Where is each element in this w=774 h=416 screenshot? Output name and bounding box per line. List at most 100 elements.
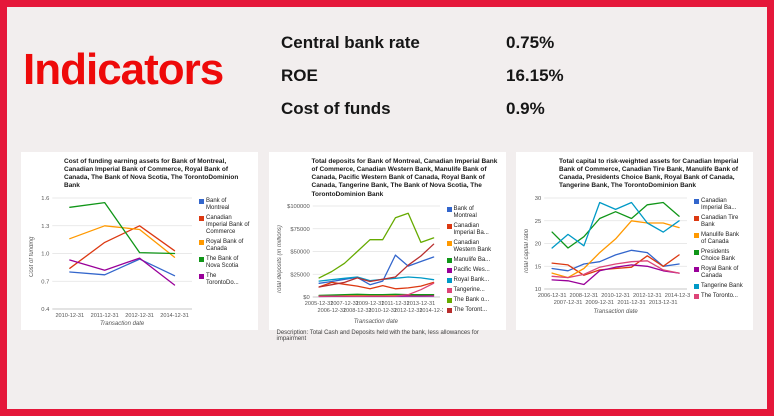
- series-line[interactable]: [551, 263, 680, 285]
- series-line[interactable]: [317, 254, 434, 285]
- legend-label: The Bank of Nova Scotia: [206, 256, 239, 270]
- series-line[interactable]: [69, 256, 176, 286]
- legend-item[interactable]: Canadian Imperial Ba...: [446, 222, 498, 237]
- legend-item[interactable]: Tangerine Bank: [694, 283, 745, 290]
- series-line[interactable]: [317, 293, 434, 296]
- legend-item[interactable]: Canadian Tire Bank: [694, 215, 745, 229]
- x-tick-label: 2006-12-31: [317, 308, 346, 314]
- y-tick-label: 0.7: [41, 279, 49, 285]
- y-tick-label: $75000: [290, 226, 309, 232]
- legend-item[interactable]: Manulife Ba...: [446, 257, 498, 264]
- series-line[interactable]: [551, 201, 680, 249]
- plot-area[interactable]: 0.4 0.7 1.0 1.3 1.6 2010-12-31 2011-12-31 2012-…: [37, 194, 195, 320]
- series-line[interactable]: [551, 253, 680, 276]
- legend-item[interactable]: The Bank of Nova Scotia: [199, 256, 250, 270]
- legend-swatch-icon: [694, 284, 699, 290]
- legend-swatch-icon: [446, 308, 452, 314]
- legend-swatch-icon: [694, 198, 699, 204]
- x-tick-label: 2007-12-31: [330, 301, 359, 307]
- legend-item[interactable]: Presidents Choice Bank: [694, 249, 745, 263]
- legend-label: Canadian Tire Bank: [701, 214, 739, 228]
- plot-area[interactable]: 10 15 20 25 30 2006-12-312007-12-312008-12-31…: [532, 194, 690, 308]
- indicator-label: Cost of funds: [281, 99, 391, 118]
- series-line[interactable]: [551, 201, 680, 249]
- legend-label: Canadian Imperial Ba...: [701, 197, 737, 211]
- legend-label: Canadian Imperial Ba...: [453, 222, 489, 236]
- chart-card: Total deposits for Bank of Montreal, Can…: [268, 152, 506, 342]
- chart-title: Cost of funding earning assets for Bank …: [64, 158, 239, 190]
- x-tick-label: 2010-12-31: [601, 293, 630, 299]
- chart-title: Total deposits for Bank of Montreal, Can…: [311, 158, 498, 198]
- x-tick-label: 2012-12-31: [633, 293, 662, 299]
- legend-swatch-icon: [199, 274, 204, 280]
- x-tick-label: 2014-12-31: [665, 293, 690, 299]
- y-tick-label: 20: [535, 241, 541, 247]
- legend-swatch-icon: [446, 298, 452, 304]
- legend-label: Bank of Montreal: [206, 197, 230, 211]
- legend-item[interactable]: Royal Bank...: [446, 277, 498, 284]
- x-axis-title: Transaction date: [353, 318, 398, 325]
- series-line[interactable]: [317, 282, 434, 297]
- chart-body: Total deposits (in millions) $0 $25000 $500…: [275, 202, 500, 318]
- legend-item[interactable]: The TorontoDo...: [199, 273, 250, 287]
- legend-item[interactable]: Canadian Western Bank: [446, 240, 498, 254]
- legend-swatch-icon: [694, 215, 699, 221]
- series-line[interactable]: [551, 219, 680, 278]
- legend-item[interactable]: Pacific Wes...: [446, 267, 498, 274]
- indicator-value: 0.9%: [506, 99, 545, 118]
- x-tick-label: 2010-12-31: [368, 308, 397, 314]
- chart-card: Cost of funding earning assets for Bank …: [21, 152, 258, 330]
- series-line[interactable]: [69, 257, 176, 276]
- legend-label: Pacific Wes...: [453, 267, 490, 274]
- y-tick-label: 10: [535, 287, 541, 293]
- legend-item[interactable]: Bank of Montreal: [446, 205, 498, 220]
- legend-item[interactable]: The Toront...: [446, 307, 498, 314]
- series-line[interactable]: [69, 224, 176, 269]
- legend-label: Royal Bank of Canada: [206, 238, 244, 252]
- series-line[interactable]: [551, 259, 680, 278]
- x-tick-label: 2011-12-31: [617, 300, 645, 306]
- legend-label: Tangerine...: [453, 287, 485, 294]
- legend-label: The Toront...: [453, 307, 488, 314]
- legend-label: Tangerine Bank: [701, 283, 743, 290]
- y-axis-title: Cost of funding: [29, 236, 35, 277]
- x-axis-title: Transaction date: [100, 320, 145, 327]
- x-tick-label: 2012-12-31: [393, 308, 422, 314]
- indicator-row: Cost of funds 0.9%: [281, 99, 564, 119]
- legend-item[interactable]: Tangerine...: [446, 287, 498, 294]
- legend-item[interactable]: Canadian Imperial Bank of Commerce: [199, 215, 250, 236]
- legend-item[interactable]: Canadian Imperial Ba...: [694, 198, 745, 212]
- series-line[interactable]: [317, 212, 434, 279]
- legend-item[interactable]: Royal Bank of Canada: [694, 266, 745, 280]
- legend-item[interactable]: Manulife Bank of Canada: [694, 232, 745, 246]
- x-tick-label: 2011-12-31: [381, 301, 409, 307]
- x-tick-label: 2014-12-31: [419, 308, 443, 314]
- indicator-value: 16.15%: [506, 66, 564, 85]
- series-line[interactable]: [69, 201, 176, 254]
- legend: Bank of Montreal Canadian Imperial Bank o…: [195, 194, 250, 320]
- x-tick-label: 2006-12-31: [538, 293, 567, 299]
- indicator-list: Central bank rate 0.75% ROE 16.15% Cost of f…: [281, 25, 564, 145]
- legend-label: Manulife Ba...: [453, 257, 491, 264]
- series-line[interactable]: [317, 243, 434, 288]
- y-tick-label: $0: [303, 295, 309, 301]
- x-tick-label: 2012-12-31: [125, 313, 154, 319]
- legend-swatch-icon: [446, 240, 452, 246]
- legend-swatch-icon: [446, 268, 452, 274]
- header: Indicators Central bank rate 0.75% ROE 16.1…: [7, 7, 767, 145]
- legend-swatch-icon: [199, 257, 204, 263]
- legend-item[interactable]: Bank of Montreal: [199, 198, 250, 212]
- legend-swatch-icon: [199, 239, 204, 245]
- y-tick-label: $25000: [290, 272, 309, 278]
- legend-swatch-icon: [446, 278, 452, 284]
- plot-area[interactable]: $0$25000$50000$75000$1000002005-12-31200…: [285, 202, 443, 316]
- indicator-label: Central bank rate: [281, 33, 420, 52]
- legend-item[interactable]: The Bank o...: [446, 297, 498, 304]
- legend-label: Bank of Montreal: [453, 205, 477, 219]
- legend-item[interactable]: Royal Bank of Canada: [199, 239, 250, 253]
- legend-item[interactable]: The Toronto...: [694, 293, 745, 300]
- y-axis-title: Total capital ratio: [524, 227, 530, 274]
- indicator-row: Central bank rate 0.75%: [281, 33, 564, 53]
- y-tick-label: 1.6: [41, 196, 49, 202]
- y-tick-label: 1.0: [41, 251, 49, 257]
